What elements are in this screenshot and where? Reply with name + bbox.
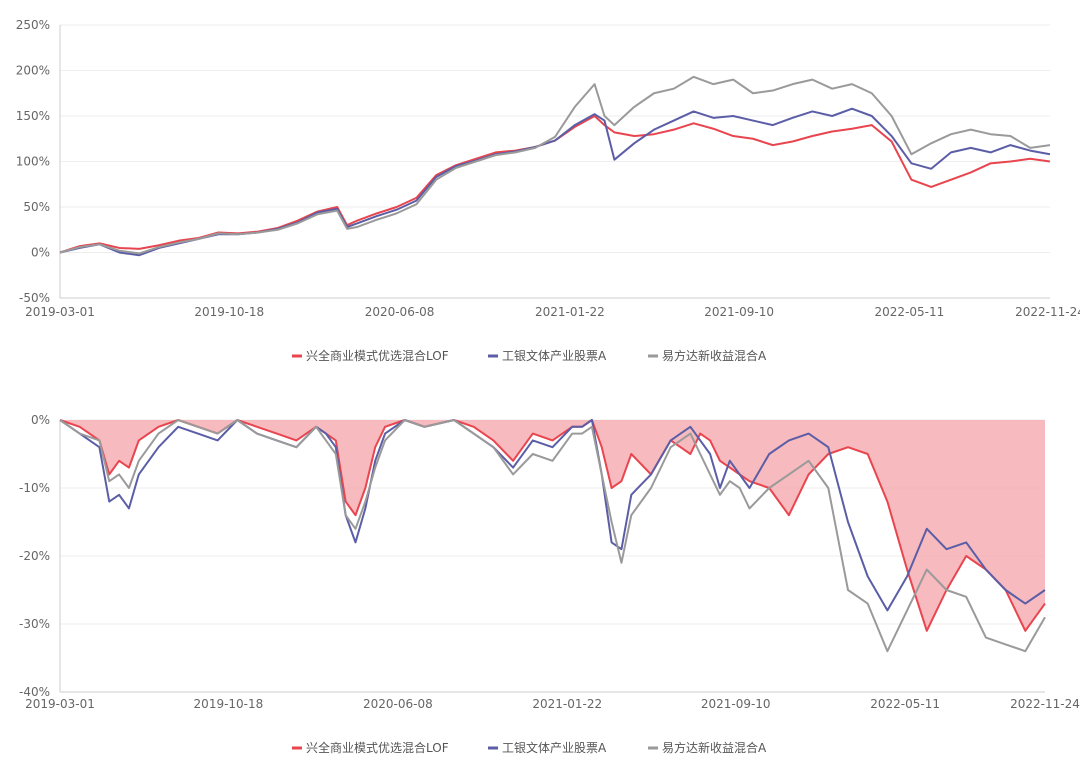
x-tick-label: 2022-05-11 <box>870 697 940 711</box>
legend-label: 兴全商业模式优选混合LOF <box>306 348 449 363</box>
y-tick-label: 200% <box>16 64 50 78</box>
y-tick-label: 0% <box>31 413 50 427</box>
y-tick-label: -20% <box>19 549 50 563</box>
legend-label: 易方达新收益混合A <box>662 740 767 755</box>
y-tick-label: -30% <box>19 617 50 631</box>
legend-item-2[interactable]: 工银文体产业股票A <box>488 740 607 755</box>
x-tick-label: 2019-03-01 <box>25 305 95 319</box>
x-tick-label: 2021-09-10 <box>701 697 771 711</box>
legend-label: 兴全商业模式优选混合LOF <box>306 740 449 755</box>
y-tick-label: 50% <box>23 200 50 214</box>
legend-item-3[interactable]: 易方达新收益混合A <box>648 740 767 755</box>
legend-item-2[interactable]: 工银文体产业股票A <box>488 348 607 363</box>
x-tick-label: 2020-06-08 <box>363 697 433 711</box>
legend-item-3[interactable]: 易方达新收益混合A <box>648 348 767 363</box>
legend-label: 工银文体产业股票A <box>502 348 607 363</box>
x-tick-label: 2022-11-24 <box>1015 305 1080 319</box>
y-tick-label: 100% <box>16 155 50 169</box>
series-line-3 <box>59 419 1046 653</box>
y-tick-label: 0% <box>31 246 50 260</box>
x-tick-label: 2022-05-11 <box>875 305 945 319</box>
legend-item-1[interactable]: 兴全商业模式优选混合LOF <box>292 348 449 363</box>
legend-item-1[interactable]: 兴全商业模式优选混合LOF <box>292 740 449 755</box>
series-line-3 <box>59 75 1051 255</box>
y-tick-label: -50% <box>19 291 50 305</box>
y-tick-label: -40% <box>19 685 50 699</box>
y-tick-label: -10% <box>19 481 50 495</box>
drawdown-area <box>60 420 1045 631</box>
x-tick-label: 2022-11-24 <box>1010 697 1080 711</box>
cumulative-return-chart: -50% 0% 50% 100% 150% 200% 250% 2019-03-01 2019-… <box>16 18 1080 363</box>
x-tick-label: 2021-01-22 <box>535 305 605 319</box>
legend-label: 易方达新收益混合A <box>662 348 767 363</box>
series-line-2 <box>59 107 1051 257</box>
x-tick-label: 2021-01-22 <box>532 697 602 711</box>
x-tick-label: 2020-06-08 <box>365 305 435 319</box>
drawdown-chart: -40% -30% -20% -10% 0% 2019-03-01 2019-10-18 20… <box>19 413 1080 755</box>
x-tick-label: 2019-03-01 <box>25 697 95 711</box>
legend-label: 工银文体产业股票A <box>502 740 607 755</box>
y-tick-label: 150% <box>16 109 50 123</box>
x-tick-label: 2019-10-18 <box>194 697 264 711</box>
x-tick-label: 2021-09-10 <box>704 305 774 319</box>
series-line-2 <box>59 419 1046 612</box>
y-tick-label: 250% <box>16 18 50 32</box>
x-tick-label: 2019-10-18 <box>194 305 264 319</box>
